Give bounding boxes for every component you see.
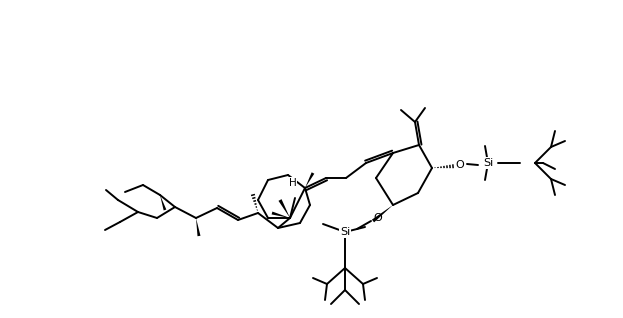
Polygon shape (278, 199, 290, 218)
Polygon shape (196, 218, 201, 236)
Text: O: O (374, 213, 383, 223)
Polygon shape (372, 205, 393, 222)
Polygon shape (160, 195, 166, 211)
Text: H: H (289, 178, 297, 188)
Text: O: O (455, 160, 464, 170)
Text: Si: Si (340, 227, 350, 237)
Polygon shape (272, 211, 290, 218)
Text: Si: Si (483, 158, 493, 168)
Polygon shape (305, 172, 315, 188)
